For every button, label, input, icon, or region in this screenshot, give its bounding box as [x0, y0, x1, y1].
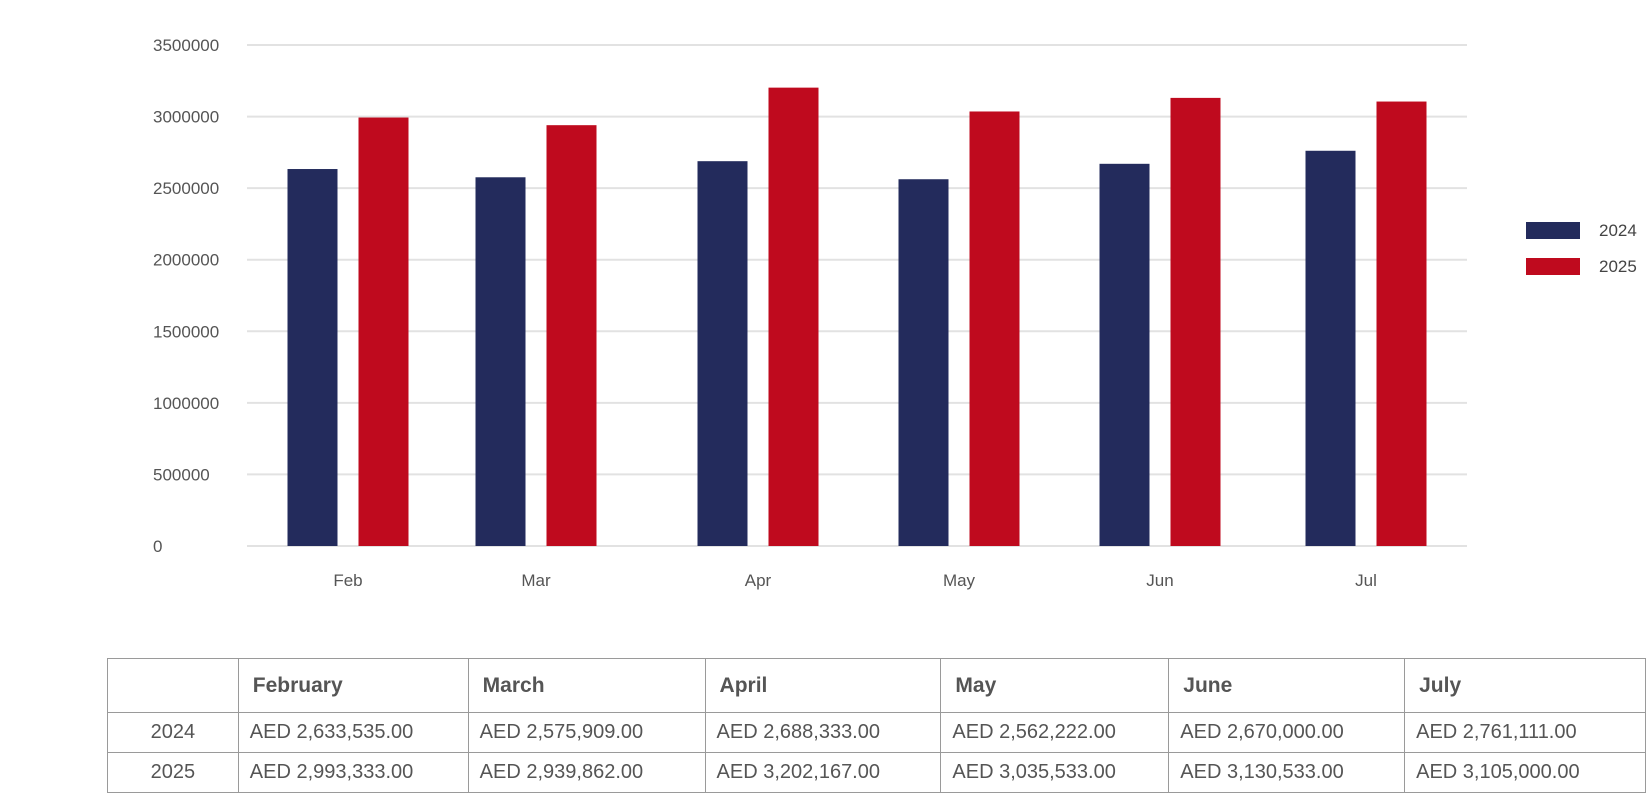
bar-chart: 0 500000 1000000 1500000 2000000 2500000 30000… — [153, 36, 1637, 590]
bar-2024-mar — [475, 177, 526, 546]
x-tick-label: Jun — [1146, 571, 1173, 590]
x-tick-label: Apr — [745, 571, 772, 590]
table-corner-cell — [107, 658, 239, 713]
table-cell: AED 2,575,909.00 — [467, 712, 706, 753]
table-cell: AED 3,130,533.00 — [1168, 752, 1406, 793]
table-row: 2025 AED 2,993,333.00 AED 2,939,862.00 A… — [107, 752, 1646, 793]
x-tick-label: Mar — [521, 571, 551, 590]
table-row: 2024 AED 2,633,535.00 AED 2,575,909.00 A… — [107, 712, 1646, 753]
bar-2024-may — [898, 179, 949, 547]
bar-2024-jul — [1305, 150, 1356, 547]
y-tick-label: 2500000 — [153, 179, 219, 198]
y-tick-label: 3000000 — [153, 108, 219, 127]
table-header-cell: March — [467, 658, 706, 713]
y-tick-label: 1000000 — [153, 394, 219, 413]
legend-label: 2025 — [1599, 257, 1637, 276]
bar-2025-feb — [358, 117, 409, 547]
bar-2025-may — [969, 111, 1020, 546]
table-cell: AED 3,202,167.00 — [704, 752, 942, 793]
bar-2024-apr — [697, 161, 748, 546]
x-tick-label: May — [943, 571, 976, 590]
bar-2025-mar — [546, 125, 597, 547]
bar-2025-jul — [1376, 101, 1427, 546]
y-tick-label: 1500000 — [153, 322, 219, 341]
table-header-row: February March April May June July — [107, 658, 1646, 713]
legend-label: 2024 — [1599, 221, 1637, 240]
table-cell: AED 2,993,333.00 — [237, 752, 469, 793]
table-cell: AED 2,939,862.00 — [467, 752, 706, 793]
table-header-cell: February — [237, 658, 469, 713]
table-header-cell: June — [1168, 658, 1406, 713]
table-cell: AED 3,035,533.00 — [940, 752, 1170, 793]
row-year-label: 2024 — [107, 712, 239, 753]
x-tick-label: Feb — [333, 571, 362, 590]
bar-2025-apr — [768, 87, 819, 547]
bar-2025-jun — [1170, 97, 1221, 546]
table-header-cell: May — [940, 658, 1170, 713]
y-tick-label: 0 — [153, 537, 162, 556]
table-cell: AED 2,761,111.00 — [1404, 712, 1646, 753]
data-table: February March April May June July 2024 … — [107, 658, 1646, 793]
table-header-cell: April — [704, 658, 942, 713]
table-header-cell: July — [1404, 658, 1646, 713]
table-cell: AED 2,633,535.00 — [237, 712, 469, 753]
y-tick-label: 500000 — [153, 465, 210, 484]
table-cell: AED 2,688,333.00 — [704, 712, 942, 753]
row-year-label: 2025 — [107, 752, 239, 793]
legend-swatch-2025 — [1526, 258, 1580, 275]
bar-2024-feb — [287, 169, 338, 547]
y-tick-label: 2000000 — [153, 251, 219, 270]
x-tick-label: Jul — [1355, 571, 1377, 590]
y-tick-label: 3500000 — [153, 36, 219, 55]
table-cell: AED 3,105,000.00 — [1404, 752, 1646, 793]
bar-2024-jun — [1099, 163, 1150, 546]
table-cell: AED 2,562,222.00 — [940, 712, 1170, 753]
table-cell: AED 2,670,000.00 — [1168, 712, 1406, 753]
legend-swatch-2024 — [1526, 222, 1580, 239]
